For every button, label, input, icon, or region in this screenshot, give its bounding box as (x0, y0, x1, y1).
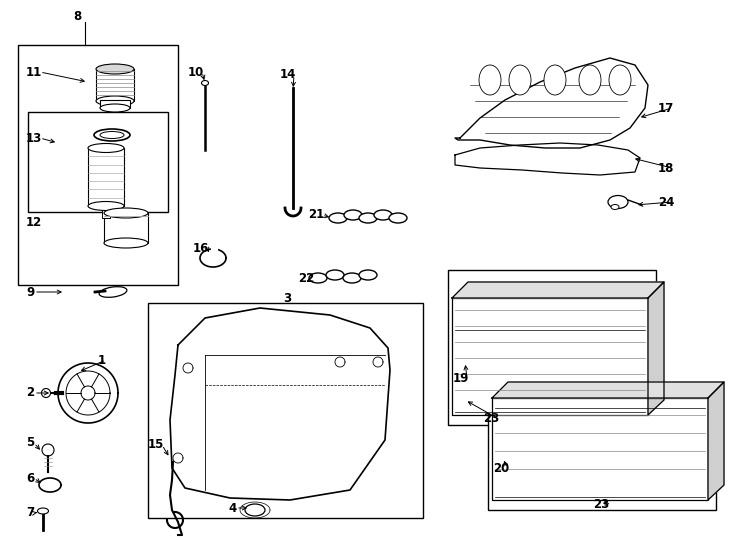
Ellipse shape (202, 80, 208, 85)
Ellipse shape (99, 287, 127, 298)
Polygon shape (170, 308, 390, 500)
Ellipse shape (359, 213, 377, 223)
Bar (104, 213, 148, 243)
Text: 22: 22 (298, 272, 314, 285)
Text: 20: 20 (493, 462, 509, 475)
Text: 12: 12 (26, 215, 43, 228)
Bar (102, 210, 110, 218)
Text: 16: 16 (193, 241, 209, 254)
Text: 4: 4 (228, 502, 236, 515)
Text: 5: 5 (26, 436, 34, 449)
Text: 17: 17 (658, 102, 675, 114)
Text: 3: 3 (283, 292, 291, 305)
Ellipse shape (479, 65, 501, 95)
Text: 21: 21 (308, 208, 324, 221)
Ellipse shape (389, 213, 407, 223)
Polygon shape (455, 143, 640, 175)
Ellipse shape (100, 104, 130, 112)
Ellipse shape (104, 208, 148, 218)
Ellipse shape (579, 65, 601, 95)
Text: 23: 23 (593, 498, 609, 511)
Text: 13: 13 (26, 132, 43, 145)
Ellipse shape (88, 201, 124, 211)
Ellipse shape (509, 65, 531, 95)
Bar (100, 100, 130, 108)
Ellipse shape (374, 210, 392, 220)
Ellipse shape (100, 132, 124, 138)
Text: 14: 14 (280, 69, 297, 82)
Text: 9: 9 (26, 286, 34, 299)
Polygon shape (708, 382, 724, 500)
Bar (88, 148, 124, 206)
Ellipse shape (96, 96, 134, 106)
Ellipse shape (609, 65, 631, 95)
Bar (148, 303, 423, 518)
Polygon shape (648, 282, 664, 415)
Ellipse shape (245, 504, 265, 516)
Ellipse shape (608, 195, 628, 208)
Bar (96, 69, 134, 101)
Ellipse shape (104, 238, 148, 248)
Ellipse shape (326, 270, 344, 280)
Polygon shape (492, 382, 724, 398)
Ellipse shape (42, 444, 54, 456)
Polygon shape (452, 298, 648, 415)
Bar (448, 270, 656, 425)
Text: 19: 19 (453, 372, 469, 384)
Text: 2: 2 (26, 387, 34, 400)
Text: 15: 15 (148, 438, 164, 451)
Text: 18: 18 (658, 161, 675, 174)
Text: 10: 10 (188, 65, 204, 78)
Bar (18, 45, 178, 285)
Ellipse shape (94, 129, 130, 141)
Polygon shape (455, 58, 648, 148)
Ellipse shape (309, 273, 327, 283)
Text: 6: 6 (26, 471, 34, 484)
Text: 24: 24 (658, 195, 675, 208)
Ellipse shape (544, 65, 566, 95)
Text: 1: 1 (98, 354, 106, 367)
Bar (28, 112, 168, 212)
Ellipse shape (329, 213, 347, 223)
Ellipse shape (42, 388, 51, 397)
Text: 8: 8 (73, 10, 81, 24)
Ellipse shape (359, 270, 377, 280)
Text: 11: 11 (26, 65, 43, 78)
Ellipse shape (88, 144, 124, 152)
Ellipse shape (343, 273, 361, 283)
Bar (488, 392, 716, 510)
Ellipse shape (611, 205, 619, 210)
Ellipse shape (344, 210, 362, 220)
Text: 23: 23 (483, 411, 499, 424)
Ellipse shape (96, 64, 134, 74)
Polygon shape (452, 282, 664, 298)
Ellipse shape (37, 508, 48, 514)
Text: 7: 7 (26, 507, 34, 519)
Polygon shape (492, 398, 708, 500)
